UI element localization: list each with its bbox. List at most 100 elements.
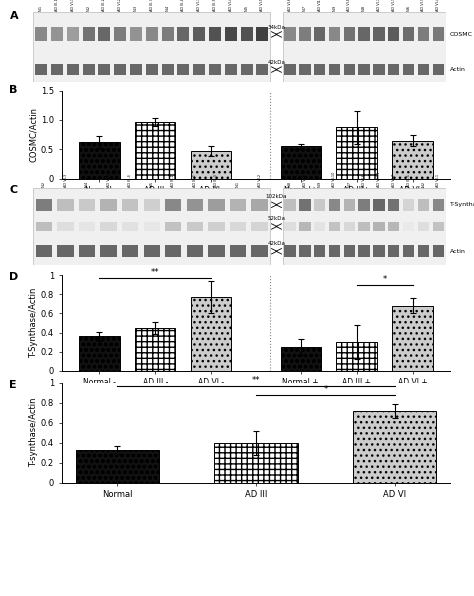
Bar xyxy=(329,27,340,42)
Bar xyxy=(344,245,355,257)
Text: 102kDa: 102kDa xyxy=(266,194,287,199)
Bar xyxy=(144,245,160,257)
Text: 42kDa: 42kDa xyxy=(267,60,285,65)
Bar xyxy=(191,297,231,371)
Text: N-2: N-2 xyxy=(421,181,425,187)
Text: AD VI-11: AD VI-11 xyxy=(377,172,381,187)
Text: Without Coding Mutations: Without Coding Mutations xyxy=(105,200,205,209)
Bar xyxy=(98,27,110,42)
Text: AD VI-2: AD VI-2 xyxy=(118,0,122,11)
Bar xyxy=(122,245,138,257)
Text: AD III-4: AD III-4 xyxy=(128,174,132,187)
Text: N-3: N-3 xyxy=(134,5,138,11)
Bar xyxy=(225,64,237,75)
Text: AD VI-2: AD VI-2 xyxy=(257,174,262,187)
Text: Actin: Actin xyxy=(450,249,465,254)
Text: AD VI-3: AD VI-3 xyxy=(64,174,67,187)
Text: B: B xyxy=(9,85,18,95)
Bar xyxy=(433,27,444,42)
Text: AD VI-9: AD VI-9 xyxy=(421,0,425,11)
Bar xyxy=(403,198,414,211)
Bar xyxy=(299,198,310,211)
Bar xyxy=(251,222,268,231)
Text: 34kDa: 34kDa xyxy=(267,24,285,29)
Bar xyxy=(284,64,296,75)
Text: AD III-3: AD III-3 xyxy=(150,0,154,11)
Text: AD III-2: AD III-2 xyxy=(102,0,106,11)
Text: AD III-4: AD III-4 xyxy=(182,0,185,11)
Bar xyxy=(283,12,446,82)
Bar xyxy=(114,27,126,42)
Text: *: * xyxy=(383,275,387,284)
Y-axis label: T-Synthase/Actin: T-Synthase/Actin xyxy=(29,288,38,358)
Bar xyxy=(284,222,296,231)
Bar xyxy=(230,222,246,231)
Bar xyxy=(67,64,79,75)
Text: AD VI-1: AD VI-1 xyxy=(71,0,75,11)
Text: N-1: N-1 xyxy=(236,181,240,187)
Bar xyxy=(193,64,205,75)
Text: N-4: N-4 xyxy=(85,181,89,187)
Text: AD III-5: AD III-5 xyxy=(407,174,410,187)
Bar xyxy=(130,64,142,75)
Bar xyxy=(187,245,203,257)
Bar xyxy=(82,27,94,42)
Bar xyxy=(251,198,268,211)
Bar xyxy=(418,27,429,42)
Bar xyxy=(374,222,384,231)
Bar xyxy=(241,64,253,75)
Bar xyxy=(314,64,325,75)
Text: 52kDa: 52kDa xyxy=(267,216,285,221)
Text: AD VI-8: AD VI-8 xyxy=(347,0,351,11)
Text: COSMC: COSMC xyxy=(450,32,473,37)
Bar xyxy=(299,64,310,75)
Bar xyxy=(284,198,296,211)
Bar xyxy=(388,64,400,75)
Bar xyxy=(191,151,231,179)
Text: N-9: N-9 xyxy=(332,5,337,11)
Bar xyxy=(418,222,429,231)
Bar xyxy=(98,64,110,75)
Bar xyxy=(100,222,117,231)
Bar xyxy=(165,198,182,211)
Bar xyxy=(57,198,73,211)
Text: N-4: N-4 xyxy=(165,5,170,11)
Bar xyxy=(162,27,173,42)
Text: D: D xyxy=(9,272,19,283)
Text: AD VI-11: AD VI-11 xyxy=(392,0,396,11)
Bar xyxy=(403,27,414,42)
Bar xyxy=(135,328,175,371)
Bar xyxy=(209,64,221,75)
Bar xyxy=(67,27,79,42)
Bar xyxy=(418,198,429,211)
Bar xyxy=(33,12,270,82)
Bar xyxy=(392,141,433,179)
Bar xyxy=(374,64,384,75)
Bar xyxy=(130,27,142,42)
Bar xyxy=(358,27,370,42)
Bar xyxy=(388,245,400,257)
Bar xyxy=(100,198,117,211)
Bar xyxy=(82,64,94,75)
Bar xyxy=(284,27,296,42)
Bar xyxy=(329,245,340,257)
Text: **: ** xyxy=(151,268,160,277)
Bar xyxy=(329,198,340,211)
Bar xyxy=(403,64,414,75)
Bar xyxy=(208,198,225,211)
Bar xyxy=(284,245,296,257)
Text: N-5: N-5 xyxy=(150,181,154,187)
Text: N-7: N-7 xyxy=(303,5,307,11)
Text: AD VI-6: AD VI-6 xyxy=(362,174,366,187)
Bar xyxy=(299,27,310,42)
Text: AD VI-1: AD VI-1 xyxy=(436,174,440,187)
Bar xyxy=(403,222,414,231)
Y-axis label: COSMC/Actin: COSMC/Actin xyxy=(29,107,38,162)
Bar xyxy=(214,443,298,483)
Text: *: * xyxy=(323,384,328,393)
Bar xyxy=(314,245,325,257)
Bar xyxy=(75,450,159,483)
Bar xyxy=(177,27,189,42)
Bar xyxy=(144,198,160,211)
Text: 42kDa: 42kDa xyxy=(267,241,285,246)
